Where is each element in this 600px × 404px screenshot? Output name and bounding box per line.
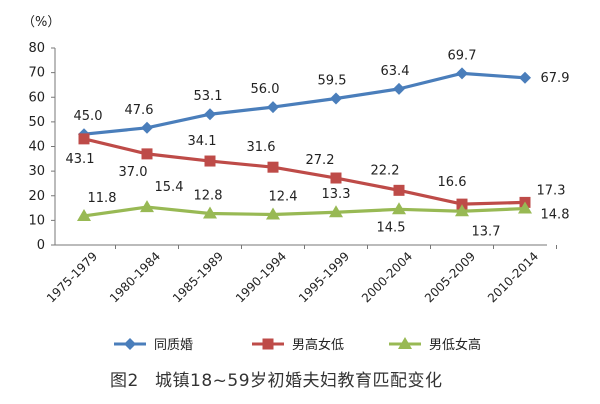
- y-unit-label: （%）: [22, 15, 60, 30]
- data-label: 13.7: [472, 224, 501, 239]
- data-label: 56.0: [251, 82, 280, 97]
- y-tick-label: 30: [28, 164, 45, 179]
- square-marker: [393, 184, 405, 196]
- square-marker: [267, 161, 279, 173]
- triangle-marker: [392, 202, 406, 215]
- data-label: 59.5: [318, 73, 347, 88]
- data-label: 16.6: [438, 175, 467, 190]
- y-tick-label: 70: [28, 66, 45, 81]
- legend-label: 男高女低: [292, 337, 344, 353]
- diamond-marker: [456, 67, 468, 80]
- triangle-marker: [140, 200, 154, 213]
- square-marker: [456, 198, 468, 210]
- x-tick-label: 1990-1994: [233, 249, 289, 305]
- x-tick-label: 2005-2009: [422, 249, 478, 305]
- legend-label: 同质婚: [154, 338, 193, 353]
- series-line: [83, 205, 526, 218]
- data-label: 12.4: [269, 189, 298, 204]
- x-tick-label: 1985-1989: [170, 249, 226, 305]
- legend-item-1: 同质婚: [114, 338, 193, 353]
- diamond-marker: [204, 108, 216, 121]
- series-layer: 45.0 47.6 53.1 56.0 59.5 63.4 69.7 67.9 43.1 37.0…: [66, 48, 570, 239]
- data-label: 14.8: [541, 208, 570, 223]
- data-label: 13.3: [322, 187, 351, 202]
- y-tick-label: 20: [28, 189, 45, 204]
- series-1: 45.0 47.6 53.1 56.0 59.5 63.4 69.7 67.9: [74, 48, 570, 141]
- triangle-marker: [77, 208, 91, 221]
- data-label: 63.4: [381, 64, 410, 79]
- series-3: 11.8 15.4 12.8 12.4 13.3 14.5 13.7 14.8: [77, 180, 569, 239]
- triangle-marker: [203, 206, 217, 219]
- legend-item-3: 男低女高: [389, 337, 481, 353]
- triangle-marker: [266, 207, 280, 220]
- data-label: 34.1: [188, 134, 217, 149]
- legend-label: 男低女高: [429, 337, 481, 353]
- triangle-marker: [398, 337, 412, 349]
- diamond-marker: [519, 71, 531, 84]
- data-label: 53.1: [194, 89, 223, 104]
- diamond-marker: [330, 92, 342, 105]
- series-line: [83, 137, 526, 206]
- figure-title: 城镇18~59岁初婚夫妇教育匹配变化: [155, 371, 443, 391]
- square-marker: [141, 148, 153, 160]
- y-tick-label: 50: [28, 115, 45, 130]
- data-label: 12.8: [194, 188, 223, 203]
- data-label: 67.9: [541, 71, 570, 86]
- data-label: 27.2: [306, 153, 335, 168]
- data-label: 69.7: [448, 48, 477, 63]
- square-marker: [262, 338, 274, 350]
- triangle-marker: [455, 204, 469, 217]
- data-label: 45.0: [74, 109, 103, 124]
- square-marker: [204, 155, 216, 167]
- data-label: 22.2: [371, 163, 400, 178]
- x-tick-label: 1980-1984: [107, 249, 163, 305]
- diamond-marker: [267, 101, 279, 114]
- square-marker: [78, 133, 90, 145]
- data-label: 17.3: [537, 183, 566, 198]
- diamond-marker: [124, 338, 136, 350]
- data-label: 43.1: [66, 152, 95, 167]
- y-tick-label: 80: [28, 41, 45, 56]
- axes: 0 10 20 30 40 50 60 70 80 1975-1979 1980-1984 1985-…: [28, 41, 557, 305]
- data-label: 31.6: [247, 140, 276, 155]
- triangle-marker: [518, 201, 532, 214]
- figure-caption: 图2 城镇18~59岁初婚夫妇教育匹配变化: [110, 371, 443, 391]
- square-marker: [330, 172, 342, 184]
- data-label: 11.8: [88, 191, 117, 206]
- data-label: 37.0: [119, 165, 148, 180]
- data-label: 47.6: [125, 103, 154, 118]
- x-tick-label: 1975-1979: [44, 249, 100, 305]
- x-tick-label: 2000-2004: [359, 249, 415, 305]
- figure-number: 图2: [110, 371, 139, 391]
- y-tick-label: 60: [28, 90, 45, 105]
- y-tick-label: 40: [28, 140, 45, 155]
- triangle-marker: [329, 205, 343, 218]
- legend: 同质婚 男高女低 男低女高: [114, 337, 481, 353]
- diamond-marker: [141, 121, 153, 134]
- data-label: 15.4: [155, 180, 184, 195]
- y-tick-label: 0: [37, 238, 45, 253]
- x-tick-label: 1995-1999: [296, 249, 352, 305]
- legend-item-2: 男高女低: [252, 337, 344, 353]
- series-line: [83, 71, 526, 136]
- x-tick-label: 2010-2014: [485, 249, 541, 305]
- diamond-marker: [393, 82, 405, 95]
- data-label: 14.5: [377, 220, 406, 235]
- y-tick-label: 10: [28, 213, 45, 228]
- series-2: 43.1 37.0 34.1 31.6 27.2 22.2 16.6 17.3: [66, 133, 566, 210]
